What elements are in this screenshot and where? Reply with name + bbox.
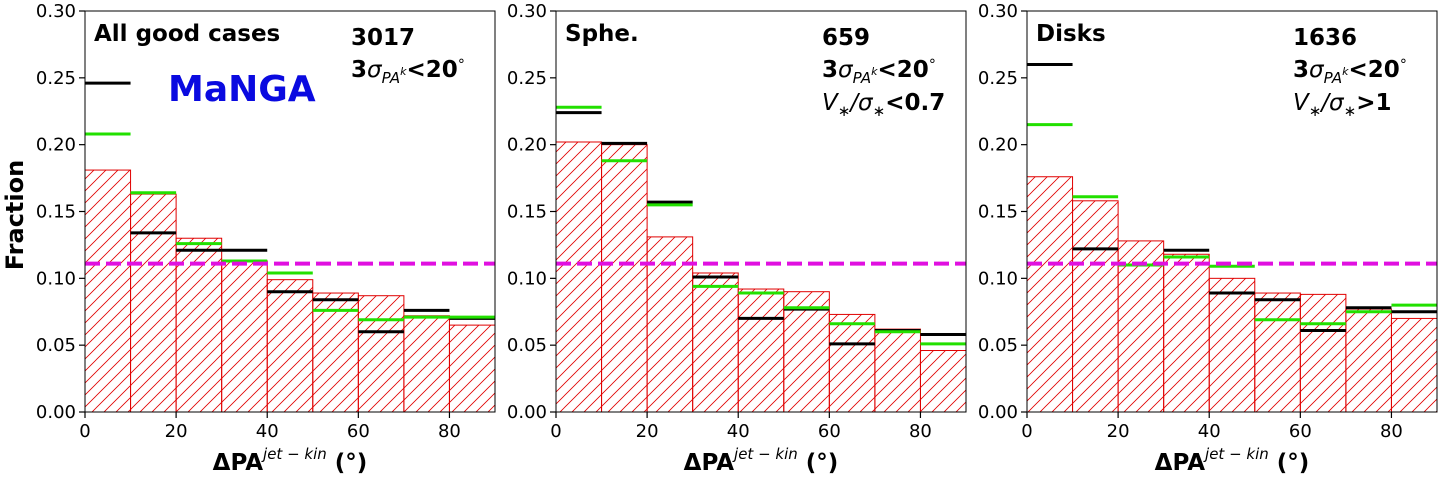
selection-cut-label: V∗/σ∗>1 xyxy=(1293,90,1392,120)
y-tick-label: 0.30 xyxy=(36,1,76,22)
y-tick-label: 0.30 xyxy=(978,1,1018,22)
y-tick-label: 0.20 xyxy=(978,135,1018,156)
panel-label: All good cases xyxy=(94,21,280,47)
histogram-bar xyxy=(403,315,450,413)
x-tick-label: 80 xyxy=(1380,421,1403,442)
histogram-bar xyxy=(1299,293,1347,413)
histogram-bar xyxy=(1026,176,1074,413)
histogram-bar xyxy=(357,295,405,413)
x-tick-label: 60 xyxy=(818,421,841,442)
y-tick-label: 0.20 xyxy=(507,135,547,156)
manga-brand-label: MaNGA xyxy=(168,69,316,110)
panel-3: 0.00 0.05 0.10 0.15 0.20 0.25 0.30 0 20 40 60 80 ΔPA… xyxy=(978,1,1438,476)
selection-cut-label: V∗/σ∗<0.7 xyxy=(822,90,945,120)
histogram-bar xyxy=(1208,277,1256,413)
histogram-bar xyxy=(601,144,648,413)
x-tick-label: 80 xyxy=(909,421,932,442)
y-tick-label: 0.25 xyxy=(507,68,547,89)
histogram-bar xyxy=(175,237,223,413)
histogram-bar xyxy=(1254,292,1301,413)
y-tick-label: 0.05 xyxy=(978,335,1018,356)
y-tick-label: 0.05 xyxy=(507,335,547,356)
x-tick-label: 40 xyxy=(727,421,750,442)
histogram-bar xyxy=(874,328,921,413)
histogram-bar xyxy=(737,288,785,413)
panel-label: Disks xyxy=(1036,21,1106,47)
y-tick-label: 0.15 xyxy=(36,202,76,223)
x-tick-label: 0 xyxy=(1021,421,1032,442)
y-tick-label: 0.00 xyxy=(36,402,76,423)
selection-cut-label: 3σPAk<20° xyxy=(1293,57,1407,87)
y-tick-label: 0.15 xyxy=(507,202,547,223)
histogram-bar xyxy=(221,260,268,413)
x-axis-label: ΔPAjet − kin (°) xyxy=(213,445,368,476)
histogram-bar xyxy=(1072,200,1119,413)
y-tick-label: 0.30 xyxy=(507,1,547,22)
histogram-bar xyxy=(1117,240,1165,413)
y-tick-label: 0.10 xyxy=(978,268,1018,289)
x-tick-label: 0 xyxy=(550,421,561,442)
x-tick-label: 60 xyxy=(1289,421,1312,442)
panel-label: Sphe. xyxy=(565,21,639,47)
sample-count: 659 xyxy=(822,25,870,51)
histogram-bar xyxy=(692,272,739,413)
histogram-bar xyxy=(84,169,132,413)
y-tick-label: 0.00 xyxy=(507,402,547,423)
x-tick-label: 80 xyxy=(438,421,461,442)
y-tick-label: 0.20 xyxy=(36,135,76,156)
histogram-bar xyxy=(783,291,830,413)
y-tick-label: 0.15 xyxy=(978,202,1018,223)
selection-cut-label: 3σPAk<20° xyxy=(822,57,936,87)
histogram-bar xyxy=(828,313,876,413)
x-tick-label: 20 xyxy=(636,421,659,442)
sample-count: 3017 xyxy=(351,25,415,51)
y-tick-label: 0.25 xyxy=(978,68,1018,89)
x-tick-label: 20 xyxy=(165,421,188,442)
histogram-bar xyxy=(448,324,496,413)
x-axis-label: ΔPAjet − kin (°) xyxy=(1155,445,1310,476)
histogram-bar xyxy=(1163,253,1210,413)
sample-count: 1636 xyxy=(1293,25,1357,51)
y-tick-label: 0.05 xyxy=(36,335,76,356)
panel-1: 0.00 0.05 0.10 0.15 0.20 0.25 0.30 0 20 40 60 80 ΔPA… xyxy=(36,1,496,476)
y-tick-label: 0.25 xyxy=(36,68,76,89)
x-tick-label: 40 xyxy=(256,421,279,442)
histogram-bar xyxy=(919,350,967,413)
x-tick-label: 0 xyxy=(79,421,90,442)
histogram-bar xyxy=(555,141,603,413)
x-tick-label: 20 xyxy=(1107,421,1130,442)
x-axis-label: ΔPAjet − kin (°) xyxy=(684,445,839,476)
histogram-bar xyxy=(266,279,314,413)
selection-cut-label: 3σPAk<20° xyxy=(351,57,465,87)
y-tick-label: 0.00 xyxy=(978,402,1018,423)
histogram-bar xyxy=(130,193,177,413)
histogram-bar xyxy=(312,292,359,413)
x-tick-label: 40 xyxy=(1198,421,1221,442)
histogram-bar xyxy=(1390,317,1438,413)
x-tick-label: 60 xyxy=(347,421,370,442)
panel-2: 0.00 0.05 0.10 0.15 0.20 0.25 0.30 0 20 40 60 80 ΔPA… xyxy=(507,1,967,476)
histogram-bar xyxy=(1345,308,1392,413)
y-tick-label: 0.10 xyxy=(36,268,76,289)
y-tick-label: 0.10 xyxy=(507,268,547,289)
y-axis-label: Fraction xyxy=(1,160,29,270)
